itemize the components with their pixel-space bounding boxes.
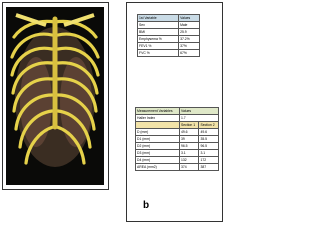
table-cell: D (mm) [135, 128, 180, 136]
table-row: AREA (mm2) 374 387 [135, 163, 219, 171]
table-cell: AREA (mm2) [135, 163, 180, 171]
page: 1st Variable Values Sex Male BMI 25.9 Emphysem… [2, 2, 223, 222]
table-cell: 49.6 [178, 128, 200, 136]
table-cell: Measurement Variables [135, 107, 180, 115]
table-row: D1 (mm) 39 35.5 [135, 135, 219, 143]
patient-table: 1st Variable Values Sex Male BMI 25.9 Emphysem… [136, 14, 200, 57]
table-cell: 39 [178, 135, 200, 143]
table-cell: D2 (mm) [135, 142, 180, 150]
table-cell: 35.5 [198, 135, 219, 143]
table-cell: Emphysema % [136, 35, 180, 43]
table-cell: FEV1 % [136, 42, 180, 50]
table-cell: FVC % [136, 49, 180, 57]
table-cell: Sex [136, 21, 180, 29]
table-cell: D1 (mm) [135, 135, 180, 143]
table-row: Section 1 Section 2 [135, 121, 219, 129]
table-cell: 96.5 [198, 142, 219, 150]
table-cell: Male [178, 21, 200, 29]
ct-rendering [6, 7, 104, 185]
table-cell: 67% [178, 49, 200, 57]
measurement-table: Measurement Variables Values Haller Index 1… [135, 107, 220, 171]
table-cell: 37.2% [178, 35, 200, 43]
table-row: FVC % 67% [136, 49, 200, 57]
table-row: Haller Index 1.7 [135, 114, 220, 122]
panel-label: b [143, 200, 150, 211]
table-cell: 172 [198, 156, 219, 164]
table-cell: 25.9 [178, 28, 200, 36]
table-cell: 1.7 [178, 114, 220, 122]
table-cell: 132 [178, 156, 200, 164]
table-row: Emphysema % 37.2% [136, 35, 200, 43]
table-cell: 96.5 [178, 142, 200, 150]
table-cell: 1st Variable [136, 14, 180, 22]
table-cell: 49.6 [198, 128, 219, 136]
table-cell: 37% [178, 42, 200, 50]
table-cell: Values [178, 107, 220, 115]
table-row: Sex Male [136, 21, 200, 29]
table-row: D3 (mm) 3.1 3.1 [135, 149, 219, 157]
table-cell: 3.1 [178, 149, 200, 157]
table-row: BMI 25.9 [136, 28, 200, 36]
table-row: D4 (mm) 132 172 [135, 156, 219, 164]
table-row: FEV1 % 37% [136, 42, 200, 50]
table-cell: 374 [178, 163, 200, 171]
table-cell: Values [178, 14, 200, 22]
table-cell: Section 1 [178, 121, 200, 129]
table-row: D (mm) 49.6 49.6 [135, 128, 219, 136]
table-cell [135, 121, 180, 129]
table-cell: Haller Index [135, 114, 180, 122]
table-cell: BMI [136, 28, 180, 36]
panel-a [2, 2, 109, 190]
table-cell: 3.1 [198, 149, 219, 157]
table-row: D2 (mm) 96.5 96.5 [135, 142, 219, 150]
table-row: 1st Variable Values [136, 14, 200, 22]
table-row: Measurement Variables Values [135, 107, 220, 115]
table-cell: D3 (mm) [135, 149, 180, 157]
table-cell: D4 (mm) [135, 156, 180, 164]
table-cell: 387 [198, 163, 219, 171]
table-cell: Section 2 [198, 121, 219, 129]
